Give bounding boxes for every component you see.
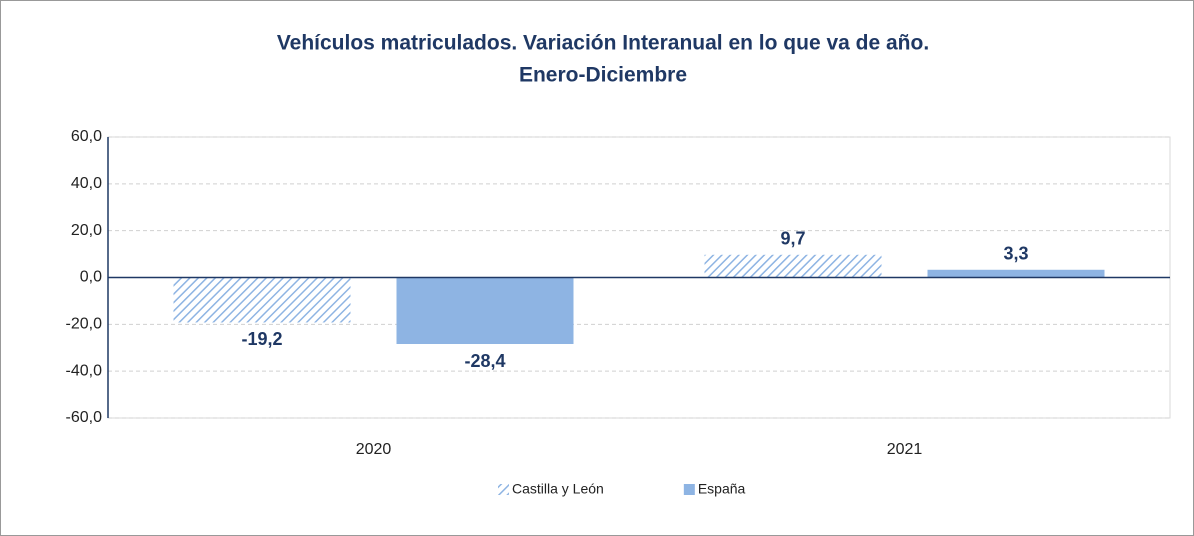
legend-swatch xyxy=(683,484,695,495)
legend-label: Castilla y León xyxy=(512,481,604,497)
legend-swatch xyxy=(498,484,509,495)
legend-label: España xyxy=(698,481,746,497)
y-tick-label: 0,0 xyxy=(80,269,102,286)
y-tick-label: -40,0 xyxy=(66,362,103,379)
x-tick-label: 2021 xyxy=(887,441,923,458)
bar xyxy=(173,277,351,323)
y-tick-label: -60,0 xyxy=(66,409,103,426)
value-label: 9,7 xyxy=(780,229,805,249)
x-tick-label: 2020 xyxy=(356,441,392,458)
y-tick-label: 20,0 xyxy=(71,222,102,239)
y-tick-label: 60,0 xyxy=(71,128,102,145)
value-label: 3,3 xyxy=(1003,244,1028,264)
y-tick-label: 40,0 xyxy=(71,175,102,192)
chart-title: Vehículos matriculados. Variación Intera… xyxy=(277,32,929,55)
bar xyxy=(396,277,574,345)
chart-subtitle: Enero-Diciembre xyxy=(519,64,687,87)
value-label: -28,4 xyxy=(464,351,505,371)
value-label: -19,2 xyxy=(241,329,282,349)
y-tick-label: -20,0 xyxy=(66,316,103,333)
bar xyxy=(704,254,882,278)
bar xyxy=(927,269,1105,278)
